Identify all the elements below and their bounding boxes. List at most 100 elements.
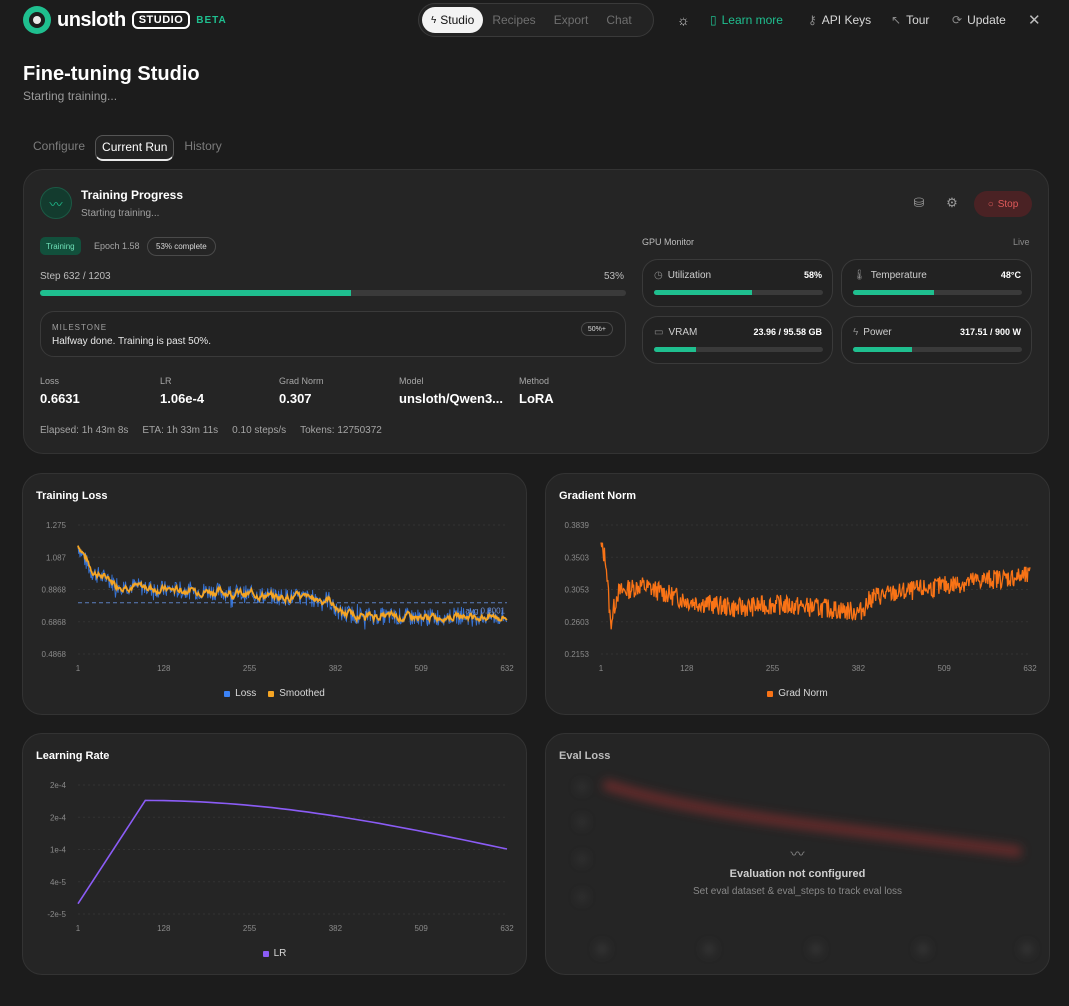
status-badge: Training xyxy=(40,237,81,255)
placeholder-dot xyxy=(578,893,586,901)
step-percent: 53% xyxy=(604,271,625,282)
training-progress-card: 〰 Training Progress Starting training...… xyxy=(23,169,1049,454)
memory-icon: ▭ xyxy=(654,327,664,338)
step-label: Step 632 / 1203 xyxy=(40,271,111,282)
key-icon: ⚷ xyxy=(808,13,817,27)
tour-button[interactable]: ↖ Tour xyxy=(891,13,929,27)
nav-tab-chat[interactable]: Chat xyxy=(606,13,632,27)
gpu-card-fill xyxy=(853,290,935,295)
x-tick-label: 509 xyxy=(938,664,952,673)
chart-title: Eval Loss xyxy=(559,750,611,762)
stat-grad-norm: Grad Norm 0.307 xyxy=(279,376,324,406)
gpu-card-fill xyxy=(654,290,753,295)
average-label: avg 0.8001 xyxy=(465,607,505,616)
chart-title: Learning Rate xyxy=(36,750,110,762)
settings-button[interactable]: ⚙ xyxy=(943,195,961,213)
refresh-icon: ⟳ xyxy=(952,13,963,27)
tokens-text: Tokens: 12750372 xyxy=(300,425,382,436)
tab-configure[interactable]: Configure xyxy=(33,139,86,153)
logo-text: unsloth xyxy=(57,8,126,31)
chart-line-icon: 〰 xyxy=(790,846,805,862)
x-tick-label: 128 xyxy=(157,924,171,933)
series-line-smoothed xyxy=(77,545,508,624)
stat-value: 0.307 xyxy=(279,391,312,406)
learning-rate-chart[interactable]: 2e-4 2e-4 1e-4 4e-5 -2e-5 1 128 255 382 509 632 xyxy=(23,734,528,976)
learn-more-link[interactable]: ▯ Learn more xyxy=(710,13,783,27)
x-tick-label: 632 xyxy=(500,924,514,933)
stat-label: Model xyxy=(399,376,424,386)
gpu-card-label: Utilization xyxy=(667,270,712,281)
legend-swatch xyxy=(262,950,269,957)
y-tick-label: 1e-4 xyxy=(50,846,67,855)
y-tick-label: 2e-4 xyxy=(50,781,67,790)
x-tick-label: 632 xyxy=(500,664,514,673)
gpu-card-bar xyxy=(654,290,823,295)
api-keys-button[interactable]: ⚷ API Keys xyxy=(808,13,871,27)
legend-item-smoothed[interactable]: Smoothed xyxy=(268,688,325,699)
pointer-icon: ↖ xyxy=(891,13,902,27)
nav-tab-label: Studio xyxy=(440,13,475,27)
tab-current-run[interactable]: Current Run xyxy=(95,135,175,161)
y-tick-label: 0.3503 xyxy=(565,553,590,562)
nav-tab-recipes[interactable]: Recipes xyxy=(492,13,536,27)
y-tick-label: 0.3053 xyxy=(565,586,590,595)
gradient-norm-chart[interactable]: 0.3839 0.3503 0.3053 0.2603 0.2153 1 128 255 382… xyxy=(546,474,1051,716)
gpu-card-value: 23.96 / 95.58 GB xyxy=(753,327,822,337)
close-button[interactable]: ✕ xyxy=(1028,11,1041,29)
app-logo[interactable]: unsloth STUDIO BETA xyxy=(23,6,227,34)
y-tick-label: 1.087 xyxy=(46,553,67,562)
eval-loss-placeholder-chart xyxy=(578,779,1032,954)
stat-label: Method xyxy=(519,376,550,386)
x-tick-label: 255 xyxy=(766,664,780,673)
progress-title: Training Progress xyxy=(81,188,184,202)
sun-icon: ☼ xyxy=(677,12,690,28)
placeholder-dot xyxy=(918,944,928,954)
legend-item-grad-norm[interactable]: Grad Norm xyxy=(767,688,828,699)
page-title: Fine-tuning Studio xyxy=(23,63,200,85)
stat-lr: LR 1.06e-4 xyxy=(160,376,204,406)
x-tick-label: 382 xyxy=(329,924,343,933)
theme-toggle-button[interactable]: ☼ xyxy=(677,12,690,28)
chart-title: Training Loss xyxy=(36,490,108,502)
legend-item-lr[interactable]: LR xyxy=(262,948,286,959)
x-tick-label: 509 xyxy=(415,924,429,933)
legend-item-loss[interactable]: Loss xyxy=(224,688,256,699)
series-line-lr xyxy=(77,799,508,905)
gpu-card-bar xyxy=(853,347,1022,352)
y-tick-label: 1.275 xyxy=(46,521,67,530)
gpu-card-value: 58% xyxy=(803,270,822,280)
gpu-card-label: Temperature xyxy=(870,270,927,281)
stop-circle-icon: ○ xyxy=(987,198,994,210)
y-tick-label: 0.4868 xyxy=(42,650,67,659)
y-tick-label: 2e-4 xyxy=(50,813,67,822)
gpu-card-value: 317.51 / 900 W xyxy=(959,327,1021,337)
y-tick-label: 0.8868 xyxy=(42,586,67,595)
eval-empty-state: 〰 Evaluation not configured Set eval dat… xyxy=(546,844,1049,897)
placeholder-dot xyxy=(1022,944,1032,954)
save-checkpoint-button[interactable]: ⛁ xyxy=(910,195,928,213)
milestone-text: Halfway done. Training is past 50%. xyxy=(52,336,211,347)
book-icon: ▯ xyxy=(710,13,717,27)
y-tick-label: 4e-5 xyxy=(50,878,67,887)
eta-text: ETA: 1h 33m 11s xyxy=(142,425,219,436)
training-loss-chart[interactable]: 1.275 1.087 0.8868 0.6868 0.4868 1 128 255 382 50… xyxy=(23,474,528,716)
logo-studio-badge: STUDIO xyxy=(131,11,191,29)
eval-loss-card: Eval Loss 〰 Evaluation not configured Se… xyxy=(545,733,1050,975)
placeholder-dot xyxy=(811,944,821,954)
nav-tab-export[interactable]: Export xyxy=(553,13,589,27)
stat-value: unsloth/Qwen3... xyxy=(399,391,504,406)
gpu-live-label: Live xyxy=(1013,237,1030,247)
elapsed-text: Elapsed: 1h 43m 8s xyxy=(40,425,129,436)
tab-history[interactable]: History xyxy=(184,139,222,153)
run-footer: Elapsed: 1h 43m 8s ETA: 1h 33m 11s 0.10 … xyxy=(40,425,382,436)
gpu-card-fill xyxy=(853,347,913,352)
gpu-temperature-card: 🌡︎ Temperature 48°C xyxy=(841,259,1032,307)
gpu-card-name: ϟ Power xyxy=(853,327,892,338)
chart-legend: Loss Smoothed xyxy=(23,688,526,699)
legend-swatch xyxy=(767,690,774,697)
stop-button[interactable]: ○ Stop xyxy=(974,191,1032,217)
gpu-card-name: 🌡︎ Temperature xyxy=(853,270,927,281)
x-tick-label: 1 xyxy=(76,664,81,673)
update-button[interactable]: ⟳ Update xyxy=(952,13,1006,27)
nav-tab-studio[interactable]: ϟ Studio xyxy=(422,7,484,33)
